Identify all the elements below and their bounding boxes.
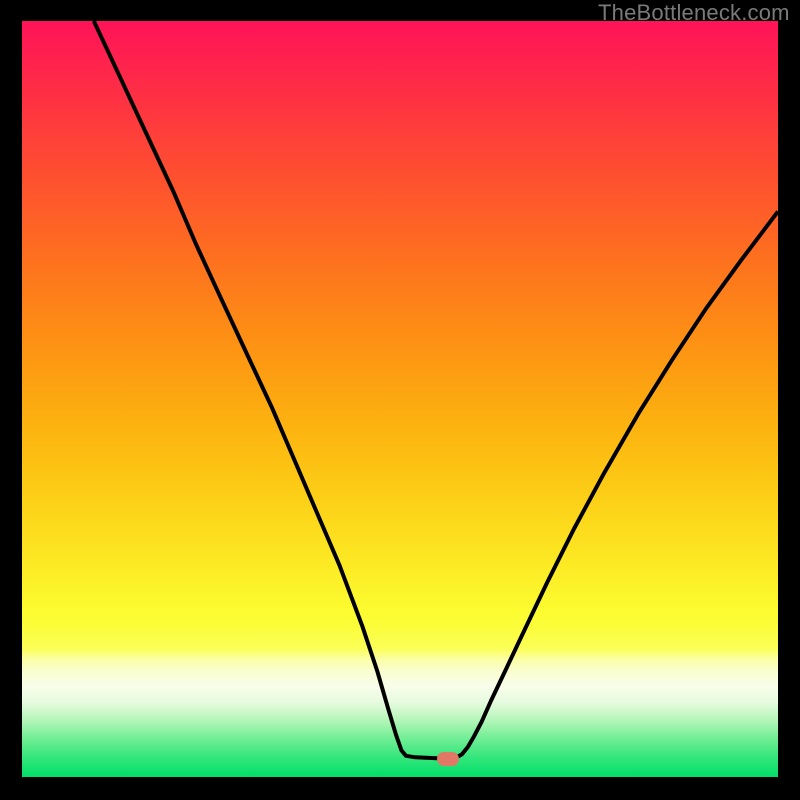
bottleneck-curve [94,21,778,759]
chart-frame: TheBottleneck.com [0,0,800,800]
watermark-text: TheBottleneck.com [598,0,790,26]
curve-svg [22,21,778,777]
optimal-point-marker [437,752,459,766]
plot-area [22,21,778,777]
